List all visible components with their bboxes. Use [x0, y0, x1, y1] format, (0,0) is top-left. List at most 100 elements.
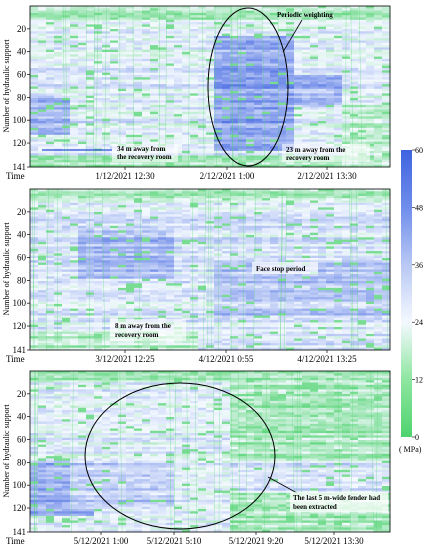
heatmap-cell: [382, 137, 391, 140]
heatmap-cell: [366, 241, 375, 245]
heatmap-cell: [254, 127, 263, 131]
heatmap-cell: [262, 189, 271, 192]
heatmap-cell: [318, 248, 327, 252]
heatmap-cell: [78, 130, 87, 133]
heatmap-cell: [78, 79, 87, 83]
heatmap-cell: [222, 70, 231, 74]
heatmap-cell: [270, 225, 279, 229]
heatmap-cell: [222, 200, 231, 204]
heatmap-cell: [294, 241, 303, 245]
heatmap-cell: [230, 65, 239, 69]
heatmap-cell: [102, 109, 111, 113]
heatmap-cell: [158, 139, 167, 143]
heatmap-cell: [262, 12, 271, 16]
heatmap-cell: [62, 237, 71, 240]
heatmap-cell: [334, 22, 343, 25]
heatmap-cell: [150, 47, 159, 51]
heatmap-cell: [118, 104, 127, 108]
heatmap-cell: [46, 274, 55, 277]
heatmap-cell: [342, 118, 351, 122]
heatmap-cell: [222, 22, 231, 25]
heatmap-cell: [30, 267, 39, 270]
heatmap-cell: [294, 109, 303, 113]
heatmap-cell: [190, 111, 199, 115]
heatmap-cell: [270, 31, 279, 34]
annotation-23m-text: 23 m away from the recovery room: [286, 146, 345, 162]
heatmap-cell: [182, 207, 191, 211]
heatmap-cell: [150, 86, 159, 90]
heatmap-cell: [206, 45, 215, 48]
heatmap-cell: [174, 8, 183, 11]
heatmap-cell: [230, 144, 239, 147]
heatmap-cell: [30, 195, 39, 199]
heatmap-cell: [126, 200, 135, 204]
heatmap-cell: [158, 61, 167, 64]
heatmap-cell: [254, 38, 263, 41]
heatmap-cell: [302, 258, 311, 261]
heatmap-cell: [238, 61, 247, 64]
heatmap-cell: [238, 63, 247, 67]
heatmap-cell: [70, 121, 79, 124]
heatmap-cell: [262, 218, 271, 222]
heatmap-cell: [158, 70, 167, 74]
heatmap-cell: [70, 70, 79, 74]
heatmap-cell: [190, 12, 199, 16]
heatmap-cell: [182, 54, 191, 57]
heatmap-cell: [278, 98, 287, 101]
heatmap-cell: [374, 146, 383, 149]
heatmap-cell: [54, 100, 63, 103]
heatmap-cell: [366, 216, 375, 220]
heatmap-cell: [86, 125, 95, 129]
heatmap-cell: [302, 104, 311, 108]
heatmap-cell: [382, 31, 391, 34]
heatmap-cell: [78, 202, 87, 206]
heatmap-cell: [206, 195, 215, 199]
heatmap-cell: [142, 98, 151, 101]
heatmap-cell: [350, 200, 359, 204]
heatmap-cell: [54, 157, 63, 161]
heatmap-cell: [182, 198, 191, 201]
heatmap-cell: [246, 10, 255, 14]
heatmap-cell: [230, 193, 239, 197]
heatmap-cell: [350, 88, 359, 92]
heatmap-cell: [198, 58, 207, 62]
heatmap-cell: [238, 198, 247, 201]
heatmap-cell: [278, 207, 287, 211]
heatmap-cell: [294, 255, 303, 259]
heatmap-cell: [286, 75, 295, 78]
heatmap-cell: [294, 75, 303, 78]
heatmap-cell: [334, 241, 343, 245]
heatmap-cell: [110, 98, 119, 101]
heatmap-cell: [158, 202, 167, 206]
heatmap-cell: [46, 86, 55, 90]
heatmap-cell: [70, 45, 79, 48]
heatmap-cell: [134, 141, 143, 145]
heatmap-cell: [54, 79, 63, 83]
heatmap-cell: [262, 139, 271, 143]
heatmap-cell: [318, 45, 327, 48]
heatmap-cell: [270, 8, 279, 11]
heatmap-cell: [38, 146, 47, 149]
y-tick-label: 40: [17, 47, 27, 57]
heatmap-cell: [54, 271, 63, 275]
heatmap-cell: [262, 157, 271, 161]
heatmap-cell: [46, 84, 55, 87]
heatmap-cell: [310, 274, 319, 277]
heatmap-cell: [326, 114, 335, 117]
heatmap-cell: [102, 107, 111, 110]
heatmap-cell: [110, 189, 119, 192]
heatmap-cell: [286, 162, 295, 166]
heatmap-cell: [350, 107, 359, 110]
heatmap-cell: [238, 10, 247, 14]
heatmap-cell: [30, 88, 39, 92]
heatmap-cell: [126, 130, 135, 133]
heatmap-cell: [366, 31, 375, 34]
heatmap-cell: [150, 111, 159, 115]
heatmap-cell: [318, 244, 327, 247]
heatmap-cell: [46, 248, 55, 252]
heatmap-cell: [142, 114, 151, 117]
heatmap-cell: [110, 235, 119, 238]
heatmap-cell: [182, 42, 191, 46]
heatmap-cell: [70, 123, 79, 126]
heatmap-cell: [366, 258, 375, 261]
